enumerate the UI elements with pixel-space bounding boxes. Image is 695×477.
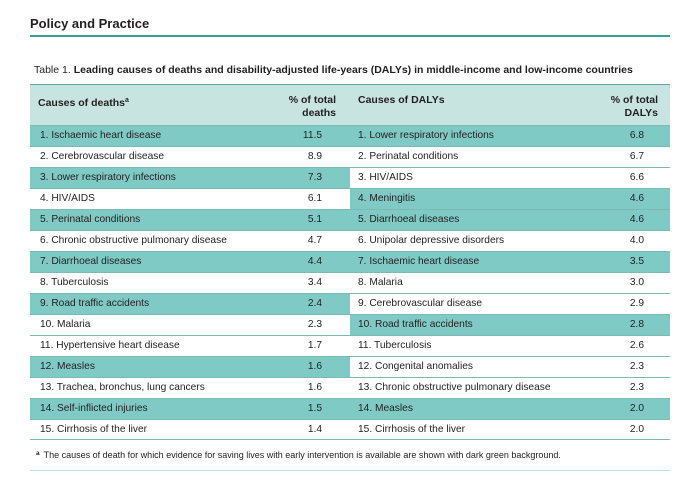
pct-deaths: 1.6 [262,357,350,377]
pct-dalys: 2.0 [582,420,670,439]
cause-of-daly: 7. Ischaemic heart disease [350,252,582,272]
cause-of-daly: 11. Tuberculosis [350,336,582,356]
footnote: a The causes of death for which evidence … [36,450,561,460]
caption-label: Table 1. [34,64,71,76]
cause-of-daly: 10. Road traffic accidents [350,315,582,335]
table-row: 8. Tuberculosis 3.4 8. Malaria 3.0 [30,272,670,293]
cause-of-death: 7. Diarrhoeal diseases [30,252,262,272]
footnote-mark: a [36,450,40,457]
header-causes-of-deaths: Causes of deathsa [38,97,129,109]
pct-deaths: 1.5 [262,399,350,419]
table-row: 13. Trachea, bronchus, lung cancers 1.6 13… [30,377,670,398]
pct-deaths: 2.4 [262,294,350,314]
pct-dalys: 3.5 [582,252,670,272]
cause-of-death: 11. Hypertensive heart disease [30,336,262,356]
cause-of-daly: 8. Malaria [350,273,582,293]
footnote-text: The causes of death for which evidence f… [43,450,561,460]
cause-of-daly: 1. Lower respiratory infections [350,126,582,146]
pct-deaths: 11.5 [262,126,350,146]
cause-of-death: 12. Measles [30,357,262,377]
pct-dalys: 6.6 [582,168,670,188]
pct-dalys: 4.6 [582,210,670,230]
pct-dalys: 2.3 [582,357,670,377]
table-row: 7. Diarrhoeal diseases 4.4 7. Ischaemic he… [30,251,670,272]
table-row: 3. Lower respiratory infections 7.3 3. HIV… [30,167,670,188]
pct-deaths: 3.4 [262,273,350,293]
pct-deaths: 1.6 [262,378,350,398]
table-row: 10. Malaria 2.3 10. Road traffic accidents… [30,314,670,335]
pct-deaths: 7.3 [262,168,350,188]
cause-of-death: 3. Lower respiratory infections [30,168,262,188]
table-row: 1. Ischaemic heart disease 11.5 1. Lower r… [30,125,670,146]
table-body: 1. Ischaemic heart disease 11.5 1. Lower r… [30,125,670,440]
pct-deaths: 6.1 [262,189,350,209]
cause-of-death: 10. Malaria [30,315,262,335]
cause-of-death: 2. Cerebrovascular disease [30,147,262,167]
cause-of-death: 8. Tuberculosis [30,273,262,293]
pct-deaths: 8.9 [262,147,350,167]
pct-deaths: 4.7 [262,231,350,251]
table-row: 12. Measles 1.6 12. Congenital anomalies 2.… [30,356,670,377]
section-header: Policy and Practice [30,16,150,31]
cause-of-death: 15. Cirrhosis of the liver [30,420,262,439]
cause-of-death: 9. Road traffic accidents [30,294,262,314]
header-causes-of-dalys: Causes of DALYs [358,94,445,106]
cause-of-daly: 2. Perinatal conditions [350,147,582,167]
pct-deaths: 4.4 [262,252,350,272]
pct-dalys: 2.8 [582,315,670,335]
header-pct-deaths: % of total deaths [288,94,336,119]
cause-of-death: 5. Perinatal conditions [30,210,262,230]
cause-of-death: 6. Chronic obstructive pulmonary disease [30,231,262,251]
cause-of-death: 13. Trachea, bronchus, lung cancers [30,378,262,398]
causes-table: Causes of deathsa % of total deaths Cause… [30,84,670,440]
table-row: 6. Chronic obstructive pulmonary disease… [30,230,670,251]
pct-dalys: 6.7 [582,147,670,167]
table-row: 5. Perinatal conditions 5.1 5. Diarrhoeal … [30,209,670,230]
bottom-rule [30,470,670,471]
pct-deaths: 1.4 [262,420,350,439]
pct-dalys: 2.9 [582,294,670,314]
table-row: 14. Self-inflicted injuries 1.5 14. Measle… [30,398,670,419]
pct-dalys: 2.6 [582,336,670,356]
table-row: 11. Hypertensive heart disease 1.7 11. Tub… [30,335,670,356]
pct-dalys: 4.0 [582,231,670,251]
table-row: 9. Road traffic accidents 2.4 9. Cerebrova… [30,293,670,314]
pct-dalys: 3.0 [582,273,670,293]
pct-dalys: 2.0 [582,399,670,419]
cause-of-death: 4. HIV/AIDS [30,189,262,209]
header-pct-dalys: % of total DALYs [610,94,658,119]
cause-of-daly: 4. Meningitis [350,189,582,209]
pct-deaths: 2.3 [262,315,350,335]
table-row: 2. Cerebrovascular disease 8.9 2. Perinata… [30,146,670,167]
table-row: 4. HIV/AIDS 6.1 4. Meningitis 4.6 [30,188,670,209]
table-header: Causes of deathsa % of total deaths Cause… [30,84,670,125]
pct-deaths: 5.1 [262,210,350,230]
top-rule [30,35,670,37]
cause-of-death: 1. Ischaemic heart disease [30,126,262,146]
cause-of-daly: 9. Cerebrovascular disease [350,294,582,314]
pct-deaths: 1.7 [262,336,350,356]
pct-dalys: 4.6 [582,189,670,209]
cause-of-daly: 13. Chronic obstructive pulmonary diseas… [350,378,582,398]
cause-of-daly: 5. Diarrhoeal diseases [350,210,582,230]
cause-of-daly: 6. Unipolar depressive disorders [350,231,582,251]
cause-of-daly: 3. HIV/AIDS [350,168,582,188]
caption-title: Leading causes of deaths and disability-… [73,64,633,76]
cause-of-daly: 15. Cirrhosis of the liver [350,420,582,439]
cause-of-daly: 14. Measles [350,399,582,419]
pct-dalys: 6.8 [582,126,670,146]
cause-of-daly: 12. Congenital anomalies [350,357,582,377]
pct-dalys: 2.3 [582,378,670,398]
cause-of-death: 14. Self-inflicted injuries [30,399,262,419]
table-row: 15. Cirrhosis of the liver 1.4 15. Cirrhos… [30,419,670,440]
table-caption: Table 1. Leading causes of deaths and di… [34,64,670,76]
